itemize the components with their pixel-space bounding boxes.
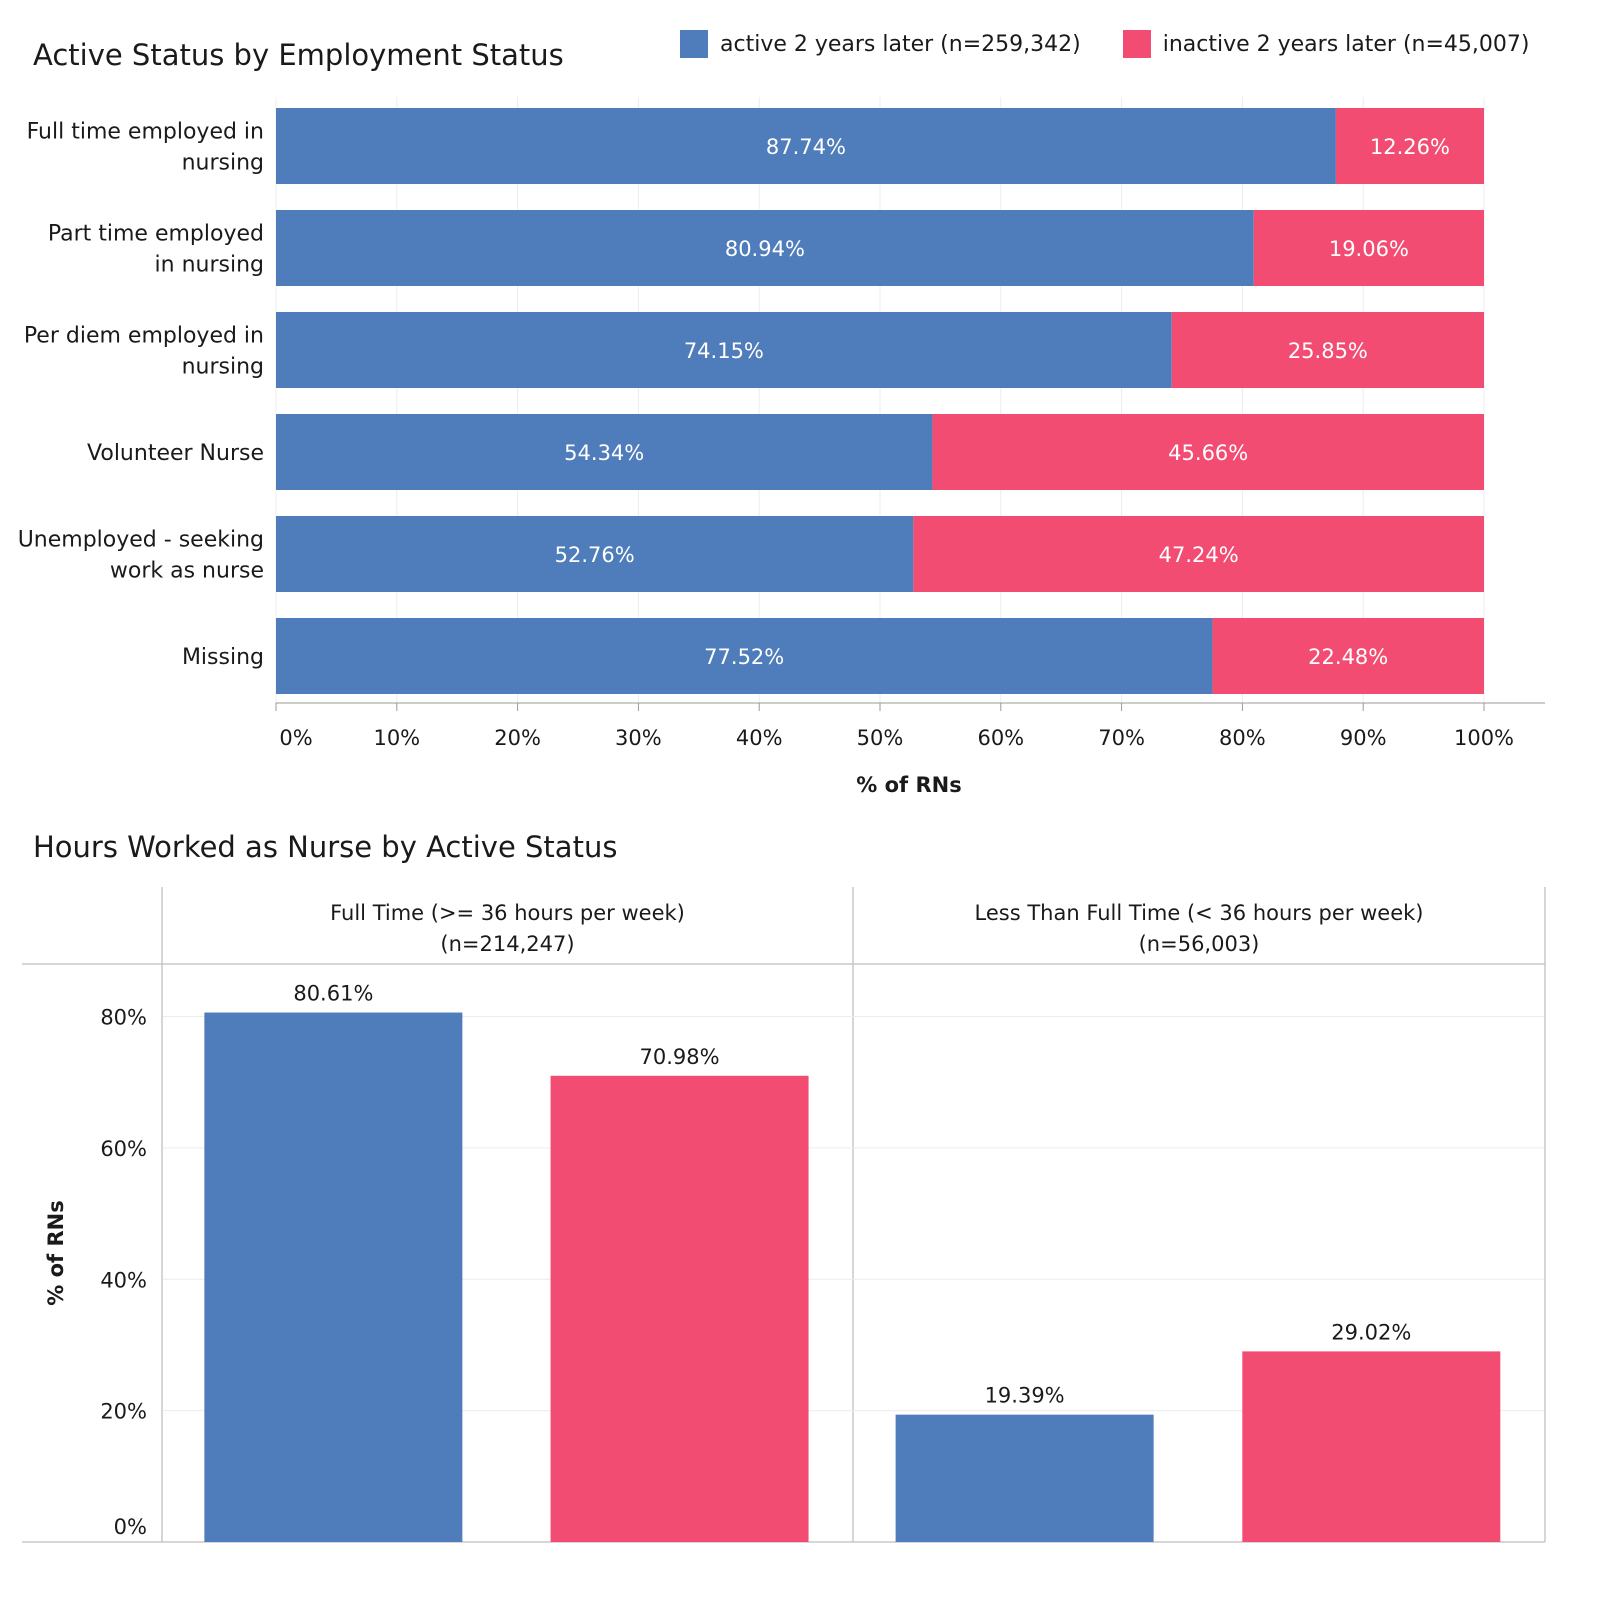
chart1-data-label: 25.85% [1288, 339, 1368, 363]
chart2-y-tick-label: 80% [100, 1006, 147, 1030]
chart2-bar-active [204, 1012, 463, 1542]
chart2-y-axis-label: % of RNs [44, 1200, 68, 1305]
chart1-category-label: Part time employed [48, 222, 264, 247]
chart1-category-label: Volunteer Nurse [87, 441, 264, 466]
chart2-panel-header: Less Than Full Time (< 36 hours per week… [975, 901, 1424, 925]
chart1-x-tick-label: 90% [1340, 726, 1387, 750]
chart2-bar-inactive [550, 1075, 809, 1542]
chart2-y-tick-label: 40% [100, 1268, 147, 1292]
chart1-x-tick-label: 80% [1219, 726, 1266, 750]
chart1-x-tick-label: 60% [977, 726, 1024, 750]
chart1-x-tick-label: 10% [373, 726, 420, 750]
chart2-data-label: 70.98% [640, 1045, 720, 1069]
legend-item-inactive[interactable]: inactive 2 years later (n=45,007) [1122, 30, 1530, 58]
chart1-bar-active [276, 618, 1213, 694]
chart1-data-label: 54.34% [564, 441, 644, 465]
chart1-data-label: 87.74% [766, 135, 846, 159]
chart1-bar-active [276, 312, 1172, 388]
chart1-data-label: 45.66% [1168, 441, 1248, 465]
legend-swatch-active [680, 30, 708, 58]
chart1-category-label: Per diem employed in [24, 324, 264, 349]
chart1-x-axis-label: % of RNs [856, 773, 961, 797]
chart2-y-tick-label: 0% [114, 1515, 147, 1539]
chart2-data-label: 29.02% [1331, 1320, 1411, 1344]
chart1-data-label: 74.15% [684, 339, 764, 363]
chart1-bar-inactive [1335, 108, 1484, 184]
chart1-data-label: 52.76% [555, 543, 635, 567]
chart1-x-tick-label: 100% [1454, 726, 1514, 750]
chart1-x-tick-label: 20% [494, 726, 541, 750]
chart1-x-tick-label: 0% [279, 726, 312, 750]
legend-label-active: active 2 years later (n=259,342) [720, 31, 1081, 57]
chart2-bar-active [895, 1414, 1154, 1542]
chart1-data-label: 77.52% [704, 645, 784, 669]
chart2-panel-subheader: (n=214,247) [440, 932, 574, 956]
chart1-bar-active [276, 108, 1336, 184]
legend: active 2 years later (n=259,342) inactiv… [680, 30, 1529, 58]
chart1-bar-active [276, 516, 914, 592]
chart2-panel-header: Full Time (>= 36 hours per week) [330, 901, 685, 925]
chart1-category-label: work as nurse [110, 559, 264, 584]
chart1-bar-inactive [1212, 618, 1484, 694]
chart1-category-label: nursing [182, 151, 264, 176]
legend-label-inactive: inactive 2 years later (n=45,007) [1162, 31, 1530, 57]
chart1-bar-inactive [932, 414, 1484, 490]
chart1-data-label: 47.24% [1159, 543, 1239, 567]
chart1-data-label: 12.26% [1370, 135, 1450, 159]
chart1-x-tick-label: 70% [1098, 726, 1145, 750]
chart1-bar-inactive [913, 516, 1484, 592]
chart2-bar-inactive [1242, 1351, 1501, 1542]
chart1-category-label: Unemployed - seeking [18, 528, 264, 553]
chart2-panel-subheader: (n=56,003) [1139, 932, 1260, 956]
chart2-data-label: 80.61% [293, 982, 373, 1006]
legend-swatch-inactive [1122, 30, 1151, 58]
legend-item-active[interactable]: active 2 years later (n=259,342) [680, 30, 1081, 58]
chart1-category-label: Missing [182, 645, 264, 670]
chart1-x-tick-label: 50% [857, 726, 904, 750]
chart2-y-tick-label: 20% [100, 1400, 147, 1424]
chart1-category-label: nursing [182, 355, 264, 380]
chart1-x-tick-label: 40% [736, 726, 783, 750]
chart1-bar-active [276, 414, 933, 490]
chart1-title: Active Status by Employment Status [33, 38, 564, 72]
chart1-category-label: Full time employed in [27, 120, 264, 145]
chart1-x-tick-label: 30% [615, 726, 662, 750]
chart1-data-label: 22.48% [1308, 645, 1388, 669]
chart1-bar-active [276, 210, 1254, 286]
chart1-bar-inactive [1171, 312, 1484, 388]
chart2-data-label: 19.39% [985, 1384, 1065, 1408]
chart1-data-label: 19.06% [1329, 237, 1409, 261]
chart1-data-label: 80.94% [725, 237, 805, 261]
chart2-title: Hours Worked as Nurse by Active Status [33, 830, 618, 864]
chart1-category-label: in nursing [155, 253, 264, 278]
chart2-y-tick-label: 60% [100, 1137, 147, 1161]
chart1-bar-inactive [1253, 210, 1484, 286]
